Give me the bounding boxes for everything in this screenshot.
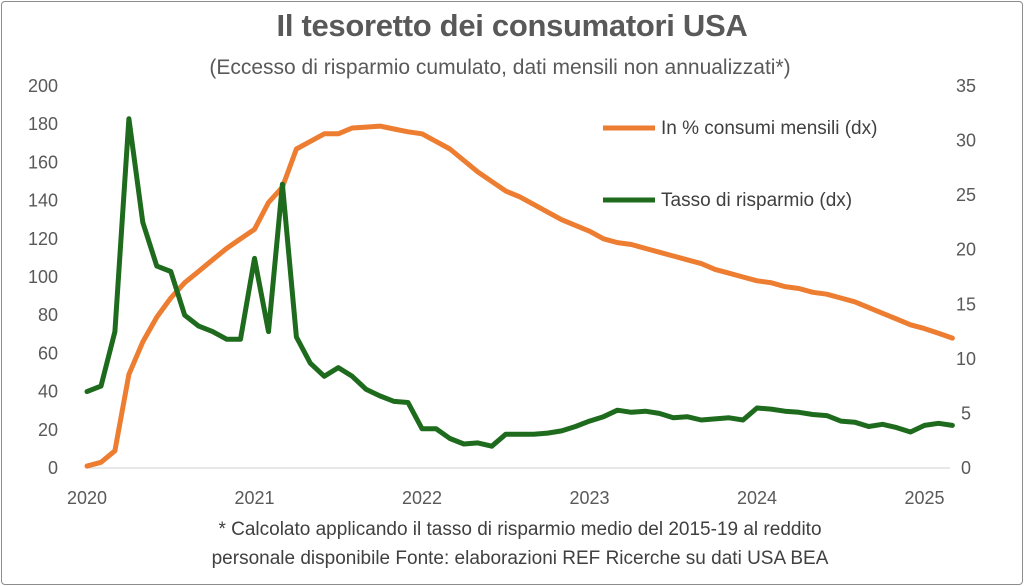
right-tick-label: 25 bbox=[956, 185, 976, 205]
right-tick-label: 30 bbox=[956, 131, 976, 151]
right-tick-label: 20 bbox=[956, 240, 976, 260]
left-tick-label: 120 bbox=[28, 229, 58, 249]
chart-subtitle: (Eccesso di risparmio cumulato, dati men… bbox=[209, 56, 791, 79]
legend-label: Tasso di risparmio (dx) bbox=[661, 190, 852, 211]
left-axis: 0 20 40 60 80 100 120 140 160 180 200 bbox=[28, 76, 58, 478]
left-tick-label: 160 bbox=[28, 152, 58, 172]
series-line-1 bbox=[84, 116, 955, 449]
left-tick-label: 40 bbox=[38, 382, 58, 402]
x-tick-label: 2023 bbox=[569, 488, 609, 508]
right-axis: 0 5 10 15 20 25 30 35 bbox=[956, 76, 976, 478]
left-tick-label: 140 bbox=[28, 191, 58, 211]
x-tick-label: 2021 bbox=[234, 488, 274, 508]
x-tick-label: 2020 bbox=[67, 488, 107, 508]
series-layer bbox=[84, 116, 955, 469]
footnote-line-1: * Calcolato applicando il tasso di rispa… bbox=[218, 519, 822, 540]
x-tick-label: 2022 bbox=[402, 488, 442, 508]
right-tick-label: 15 bbox=[956, 294, 976, 314]
left-tick-label: 100 bbox=[28, 267, 58, 287]
left-tick-label: 80 bbox=[38, 305, 58, 325]
x-axis: 2020 2021 2022 2023 2024 2025 bbox=[67, 467, 950, 508]
legend: In % consumi mensili (dx) Tasso di rispar… bbox=[603, 118, 877, 211]
left-tick-label: 20 bbox=[38, 420, 58, 440]
right-tick-label: 35 bbox=[956, 76, 976, 96]
x-tick-label: 2025 bbox=[904, 488, 944, 508]
left-tick-label: 60 bbox=[38, 343, 58, 363]
right-tick-label: 5 bbox=[961, 403, 971, 423]
legend-label: In % consumi mensili (dx) bbox=[661, 118, 877, 139]
right-tick-label: 10 bbox=[956, 349, 976, 369]
series-line-0 bbox=[84, 123, 955, 469]
left-tick-label: 0 bbox=[48, 458, 58, 478]
footnote-line-2: personale disponibile Fonte: elaborazion… bbox=[211, 548, 829, 569]
left-tick-label: 200 bbox=[28, 76, 58, 96]
x-tick-label: 2024 bbox=[737, 488, 777, 508]
left-tick-label: 180 bbox=[28, 114, 58, 134]
right-tick-label: 0 bbox=[961, 458, 971, 478]
chart-title: Il tesoretto dei consumatori USA bbox=[276, 8, 748, 43]
